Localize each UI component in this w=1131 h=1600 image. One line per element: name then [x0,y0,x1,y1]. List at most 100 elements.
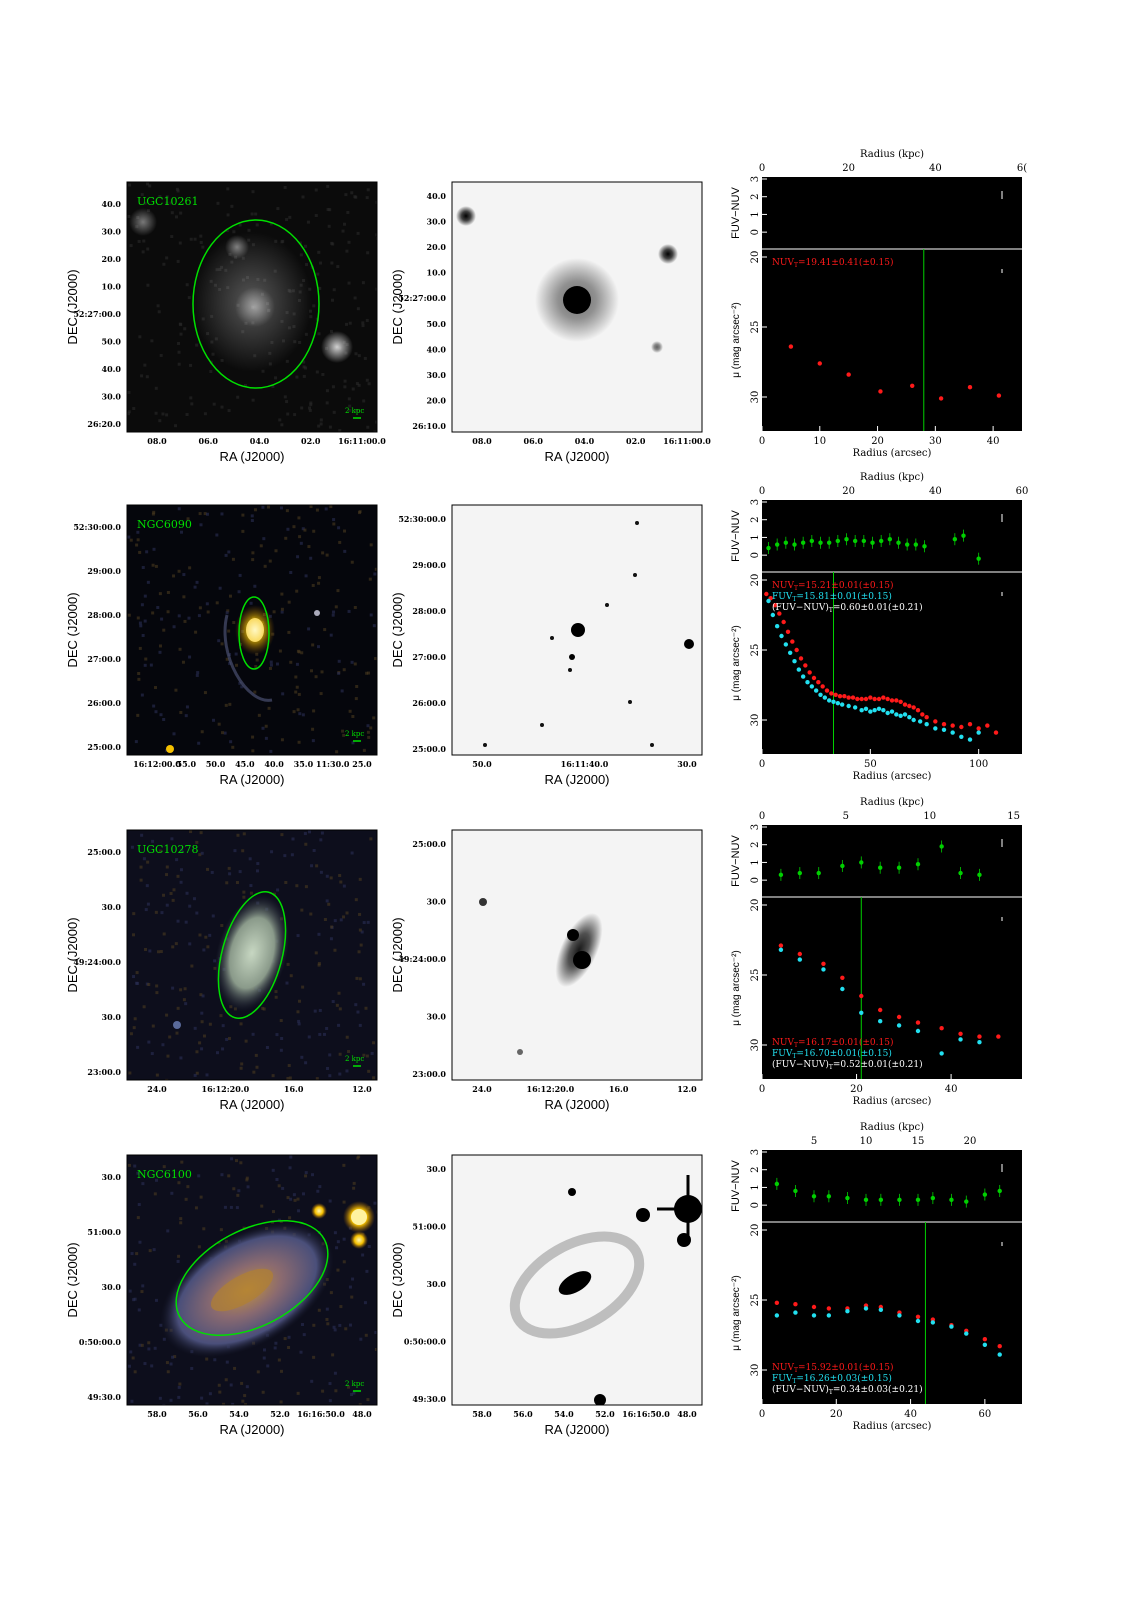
fuv-point [977,1040,982,1045]
color-point [818,540,823,545]
label-subscript: T [829,607,833,614]
nuv-point [967,385,973,390]
arcsec-tick-label: 20 [850,1084,863,1095]
aperture-ellipse [217,890,287,1020]
color-point [976,556,981,561]
dec-tick-label: 30.0 [427,1279,447,1289]
nuv-point [863,696,869,702]
ra-tick-label: 50.0 [472,759,492,769]
dec-tick-label: 25:00.0 [412,744,446,754]
arcsec-axis-label: Radius (arcsec) [853,1096,932,1107]
fuv-point [766,598,771,604]
dec-tick-label: 51:00.0 [87,1227,121,1237]
mu-tick-label: 30 [750,1039,761,1052]
color-tick-label: 2 [750,842,761,848]
dec-tick-label: 0:50:00.0 [79,1337,122,1347]
fuv-point [894,712,899,717]
nuv-point [772,603,778,608]
kpc-tick-label: 0 [759,486,765,497]
ra-tick-label: 16:16:50.0 [622,1409,670,1419]
kpc-axis-label: Radius (kpc) [860,149,924,160]
nuv-point [816,680,821,685]
fuv-point [967,737,973,742]
arcsec-tick-label: 0 [759,759,765,770]
dec-tick-label: 30.0 [427,1164,447,1174]
color-point [930,1195,936,1201]
fuv-point [800,674,806,679]
fuv-point [911,717,916,723]
label-subscript: T [792,596,796,603]
kpc-tick-label: 60 [1016,486,1029,497]
ra-tick-label: 45.0 [235,759,255,769]
nuv-point [910,383,915,388]
dec-tick-label: 30.0 [102,227,122,237]
dec-axis-label: DEC (J2000) [390,592,405,667]
fuv-point [896,1023,902,1028]
mu-axis-label: μ (mag arcsec⁻²) [731,625,742,701]
nuv-point [941,722,947,727]
ra-axis-label: RA (J2000) [544,1422,609,1437]
fuv-point [778,947,784,952]
color-point [958,870,963,876]
nuv-point [950,723,955,728]
ra-tick-label: 56.0 [188,1409,208,1419]
dec-axis-label: DEC (J2000) [65,1242,80,1317]
fuv-point [930,1320,936,1325]
fuv-point [852,705,858,710]
dec-tick-label: 40.0 [427,191,447,201]
arcsec-tick-label: 40 [904,1409,917,1420]
dec-tick-label: 27:00.0 [87,654,121,664]
mu-tick-label: 30 [750,1364,761,1377]
dec-tick-label: 23:00.0 [412,1069,446,1079]
kpc-tick-label: 15 [912,1136,925,1147]
color-point [774,1181,780,1187]
kpc-tick-label: 0 [759,811,765,822]
fuv-point [950,730,955,735]
color-point [797,870,803,876]
photometry-label: (FUV−NUV)T=0.52±0.01(±0.21) [772,1059,923,1071]
label-value: =0.34±0.03(±0.21) [833,1384,923,1395]
nuv-point [803,663,808,668]
galaxy-name-label: UGC10261 [137,195,198,208]
fuv-point [982,1342,988,1348]
image-content [127,182,377,432]
profile-background [762,177,1022,431]
ra-tick-label: 16.0 [284,1084,304,1094]
fuv-point [868,709,873,714]
color-point [863,1197,869,1203]
fuv-point [831,699,836,704]
nuv-point [894,698,899,703]
fuv-point [881,708,886,713]
color-point [793,1188,798,1194]
color-point [896,540,901,545]
color-tick-label: 3 [750,176,761,182]
mu-axis-label: μ (mag arcsec⁻²) [731,302,742,378]
label-subscript: T [794,1367,798,1374]
grayscale-panel: 40.0 30.0 20.0 10.0 52:27:00.0 50.0 40.0 30.0 20… [390,181,711,464]
mu-tick-label: 20 [750,574,761,587]
nuv-point [876,696,882,702]
color-point [861,538,867,544]
color-point [800,540,806,545]
fuv-point [889,709,895,714]
fuv-point [872,708,877,713]
fuv-point [915,1028,921,1034]
dec-tick-label: 23:00.0 [87,1067,121,1077]
nuv-point [837,694,843,699]
color-point [977,872,982,878]
dec-tick-label: 20.0 [102,254,122,264]
ra-tick-label: 06.0 [524,436,544,446]
nuv-point [811,1304,817,1310]
fuv-point [941,727,947,732]
label-subscript: T [794,262,798,269]
color-tick-label: 0 [750,552,761,558]
label-value: =16.70±0.01(±0.15) [796,1048,892,1059]
grayscale-panel: 25:00.0 30.0 49:24:00.0 30.0 23:00.0 24.0 16:1… [390,829,703,1112]
mu-axis-label: μ (mag arcsec⁻²) [731,950,742,1026]
fuv-point [840,986,845,992]
nuv-point [885,696,890,702]
fuv-point [897,1313,902,1318]
kpc-tick-label: 20 [964,1136,977,1147]
fuv-point [997,1352,1002,1357]
mu-axis-label: μ (mag arcsec⁻²) [731,1275,742,1351]
